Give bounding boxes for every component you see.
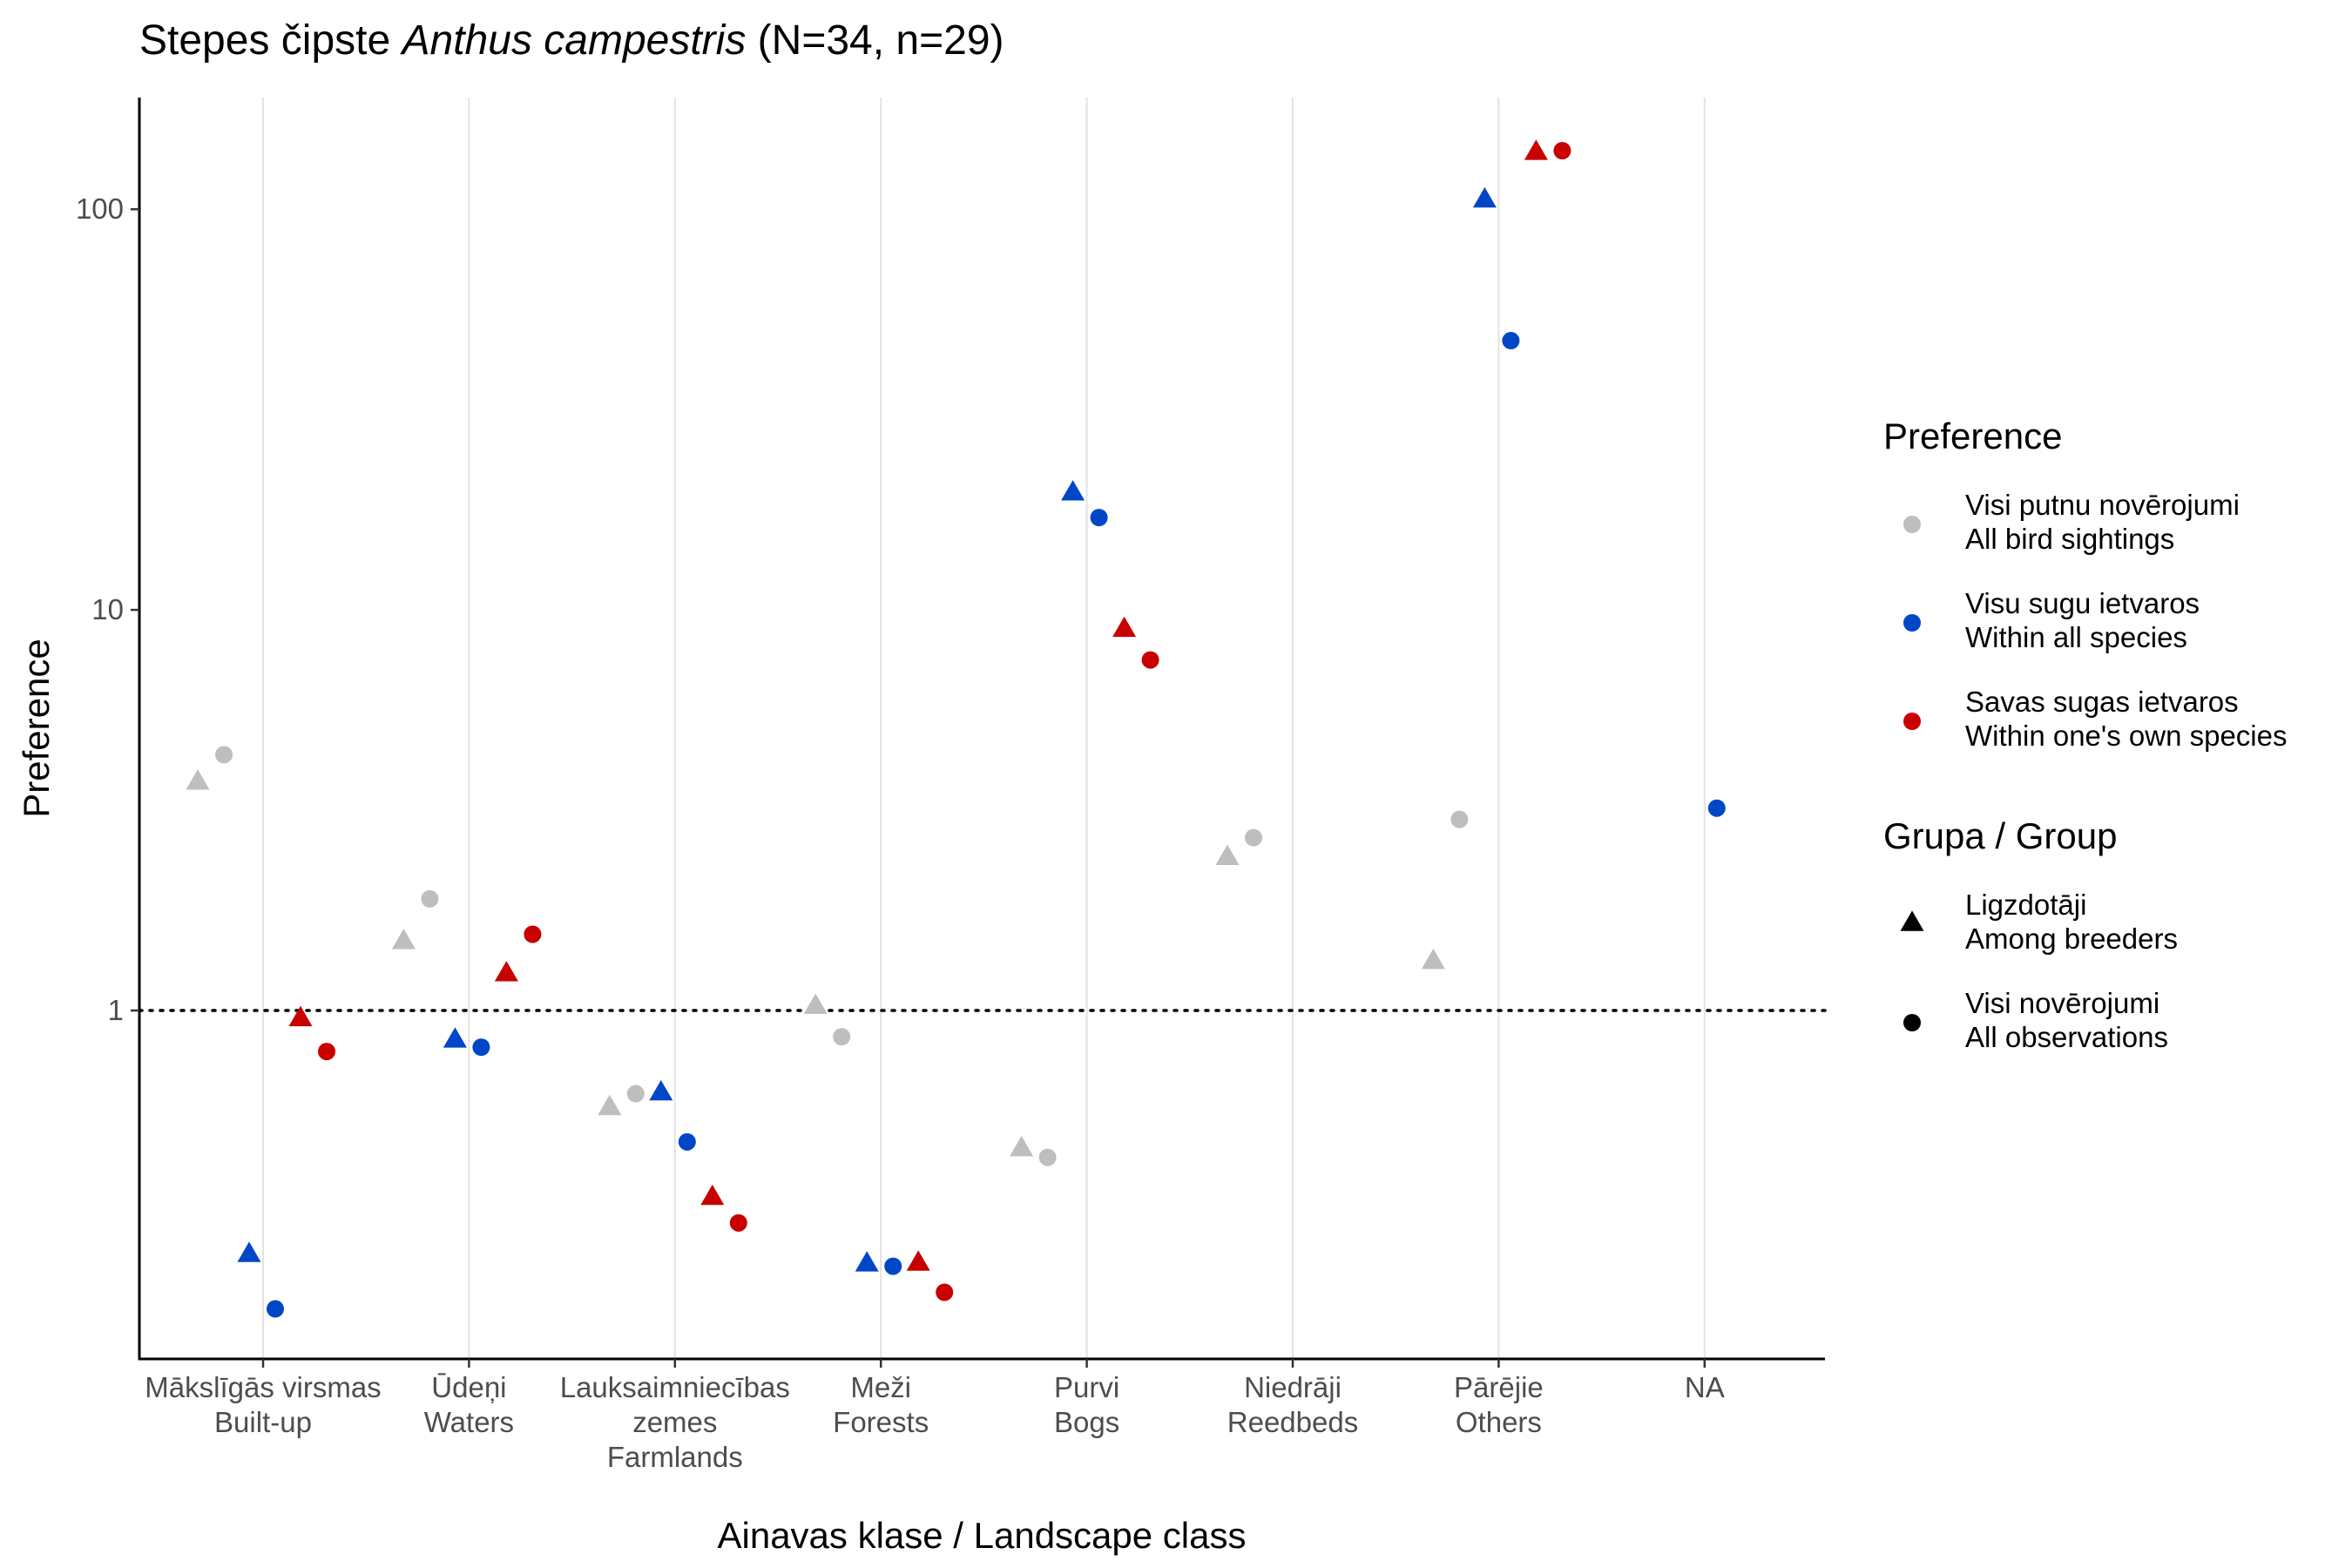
data-point [884, 1257, 902, 1275]
data-point [649, 1079, 673, 1101]
chart-title: Stepes čipste Anthus campestris (N=34, n… [139, 17, 1004, 64]
data-point [1502, 332, 1520, 350]
y-tick-label: 10 [91, 593, 124, 625]
data-point [1141, 651, 1159, 669]
y-tick-label: 1 [108, 994, 124, 1026]
data-point [1245, 828, 1262, 847]
data-point [1450, 810, 1469, 828]
data-point [1707, 799, 1726, 817]
x-tick-label: Pārējie [1454, 1371, 1544, 1403]
data-point [186, 769, 210, 790]
chart-title-species: Anthus campestris [400, 17, 747, 64]
data-point [443, 1027, 467, 1048]
legend-key-all [1903, 516, 1921, 533]
x-tick-label: Ūdeņi [431, 1371, 506, 1403]
x-tick-label: Forests [833, 1406, 929, 1438]
x-tick-label: Others [1456, 1406, 1542, 1438]
data-point [288, 1005, 313, 1027]
x-tick-label: Built-up [214, 1406, 312, 1438]
data-point [391, 929, 416, 950]
data-point [700, 1184, 725, 1206]
legend-label: Within all species [1965, 621, 2187, 653]
data-point [626, 1085, 645, 1103]
x-axis-title: Ainavas klase / Landscape class [717, 1515, 1246, 1556]
chart-title-plain: Stepes čipste [139, 17, 402, 64]
legend-label: Visu sugu ietvaros [1965, 587, 2200, 619]
x-tick-label: Bogs [1054, 1406, 1119, 1438]
x-tick-label: Meži [850, 1371, 911, 1403]
data-point [855, 1251, 879, 1272]
data-point [472, 1038, 490, 1057]
legend-key-all_obs [1903, 1014, 1921, 1031]
vertical-gridlines [262, 98, 1706, 1359]
data-point [1112, 616, 1137, 638]
data-point [906, 1250, 930, 1271]
data-point [267, 1300, 284, 1318]
data-point [318, 1043, 335, 1061]
legend-label: Within one's own species [1965, 720, 2287, 752]
legend-key-within_all [1903, 614, 1921, 632]
data-point [1524, 139, 1548, 160]
legend-label: Visi novērojumi [1965, 987, 2159, 1019]
x-tick-label: Waters [424, 1406, 514, 1438]
x-tick-label: Farmlands [607, 1441, 743, 1473]
legend-label: Ligzdotāji [1965, 889, 2086, 921]
data-point [1090, 509, 1108, 527]
legend-label: Among breeders [1965, 923, 2178, 955]
x-tick-label: NA [1685, 1371, 1725, 1403]
y-axis-title: Preference [16, 639, 57, 817]
data-point [936, 1283, 954, 1301]
data-point [598, 1094, 622, 1116]
data-point [237, 1241, 261, 1262]
y-tick-label: 100 [76, 193, 124, 225]
x-tick-label: Purvi [1054, 1371, 1119, 1403]
legend-label: All bird sightings [1965, 523, 2174, 555]
legend-key-breeders [1900, 910, 1924, 931]
legend-label: All observations [1965, 1021, 2168, 1053]
legend-key-within_own [1903, 713, 1921, 730]
x-tick-label: Reedbeds [1227, 1406, 1358, 1438]
data-point [678, 1132, 696, 1151]
legend-label: Visi putnu novērojumi [1965, 489, 2240, 521]
data-point [1215, 844, 1240, 865]
legend-title-preference: Preference [1883, 416, 2062, 456]
data-point [1421, 948, 1445, 970]
chart-title-counts: (N=34, n=29) [746, 17, 1004, 64]
y-axis-ticks: 1 10 100 [76, 193, 139, 1026]
data-point [1010, 1135, 1034, 1157]
x-tick-label: zemes [632, 1406, 717, 1438]
data-point [215, 746, 233, 764]
data-point [1061, 480, 1085, 501]
legend-label: Savas sugas ietvaros [1965, 686, 2239, 718]
x-tick-label: Niedrāji [1244, 1371, 1342, 1403]
data-point [1553, 141, 1571, 159]
data-point [1472, 186, 1497, 208]
data-point [524, 925, 542, 943]
data-point [421, 889, 439, 908]
data-point [833, 1028, 851, 1046]
legend-title-group: Grupa / Group [1883, 815, 2117, 856]
data-point [494, 961, 518, 982]
x-tick-label: Lauksaimniecības [560, 1371, 790, 1403]
data-point [729, 1213, 747, 1232]
x-tick-label: Mākslīgās virsmas [145, 1371, 381, 1403]
data-point [1038, 1148, 1057, 1166]
data-point [803, 993, 828, 1014]
data-points [186, 139, 1726, 1318]
